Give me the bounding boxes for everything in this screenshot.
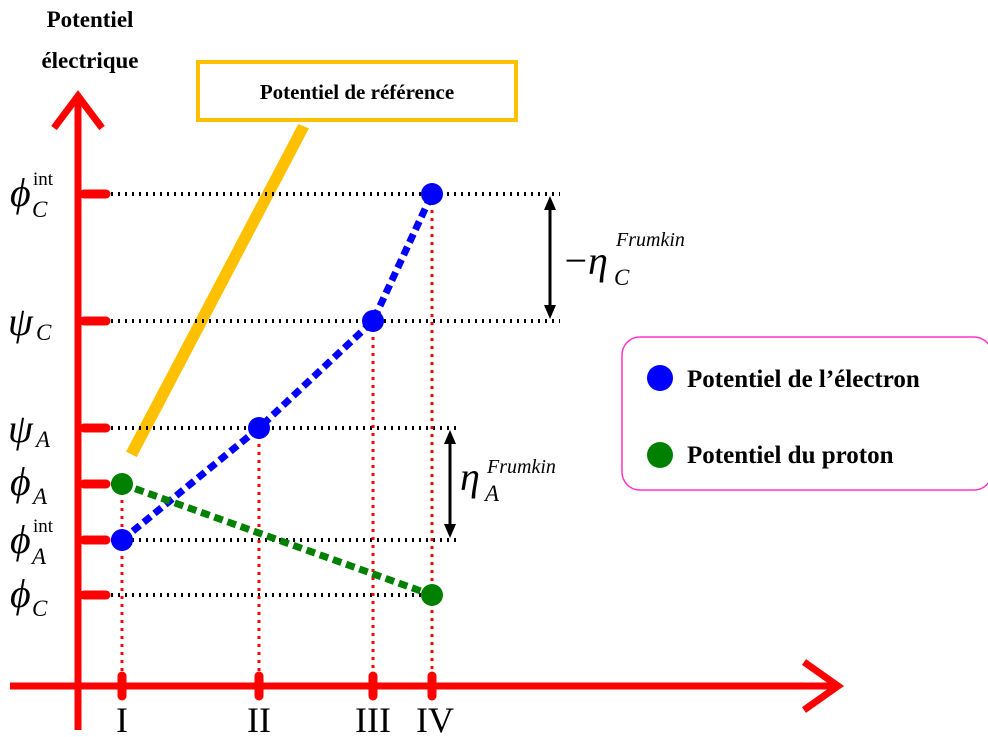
legend-electron-marker [647,365,673,391]
svg-text:C: C [32,596,48,621]
legend-electron-label: Potentiel de l’électron [687,366,920,393]
x-label-II: II [247,700,271,737]
reference-label: Potentiel de référence [260,80,454,104]
svg-text:A: A [483,481,500,506]
stage-lines [120,194,434,686]
y-ticks [79,189,111,600]
eta-c-label: − η C Frumkin [562,229,685,290]
y-label-phi-c-int: ϕ C int [10,169,54,222]
y-label-phi-a: ϕ A [10,459,48,509]
svg-text:A: A [30,544,47,569]
svg-text:A: A [31,484,48,509]
eta-c-double-arrow [544,196,556,319]
svg-text:ϕ: ϕ [10,571,31,616]
svg-text:C: C [614,265,630,290]
axis-title-line2: électrique [41,48,138,73]
svg-text:Frumkin: Frumkin [615,229,685,251]
axes [10,90,845,730]
legend: Potentiel de l’électron Potentiel du pro… [621,336,988,491]
svg-text:ϕ: ϕ [10,170,31,215]
electron-point-I [111,529,133,551]
level-lines [104,192,560,597]
proton-points [111,473,443,606]
svg-text:A: A [34,427,51,452]
y-label-psi-c: ψ C [8,299,52,345]
x-label-III: III [355,700,391,737]
axis-title-line1: Potentiel [47,7,134,32]
x-label-I: I [116,700,128,737]
reference-box [196,60,518,122]
x-axis-arrowhead [801,659,845,713]
proton-point-I [111,473,133,495]
reference-arrow [123,122,312,459]
electron-point-III [362,310,384,332]
eta-a-double-arrow [444,430,456,538]
electron-point-IV [421,183,443,205]
svg-text:ϕ: ϕ [10,517,31,562]
svg-text:ψ: ψ [8,406,34,451]
legend-proton-label: Potentiel du proton [687,442,894,469]
svg-text:int: int [33,516,54,537]
y-label-psi-a: ψ A [8,406,51,452]
proton-point-IV [421,584,443,606]
svg-text:η: η [460,454,480,499]
svg-text:int: int [33,169,54,190]
x-ticks [117,671,437,701]
svg-text:ψ: ψ [8,299,34,344]
y-axis-arrowhead [51,90,105,131]
y-label-phi-c: ϕ C [10,571,48,621]
electron-points [111,183,443,551]
x-label-IV: IV [416,700,454,737]
electron-potential-line [119,192,436,543]
svg-text:−: − [562,238,589,283]
svg-text:Frumkin: Frumkin [486,456,556,478]
svg-text:ϕ: ϕ [10,459,31,504]
svg-text:η: η [588,238,608,283]
eta-a-label: η A Frumkin [460,454,556,506]
electron-point-II [248,417,270,439]
y-label-phi-a-int: ϕ A int [10,516,54,569]
legend-proton-marker [647,442,673,468]
legend-box [621,336,988,491]
proton-potential-line [120,480,434,599]
svg-text:C: C [36,320,52,345]
svg-text:C: C [32,197,48,222]
